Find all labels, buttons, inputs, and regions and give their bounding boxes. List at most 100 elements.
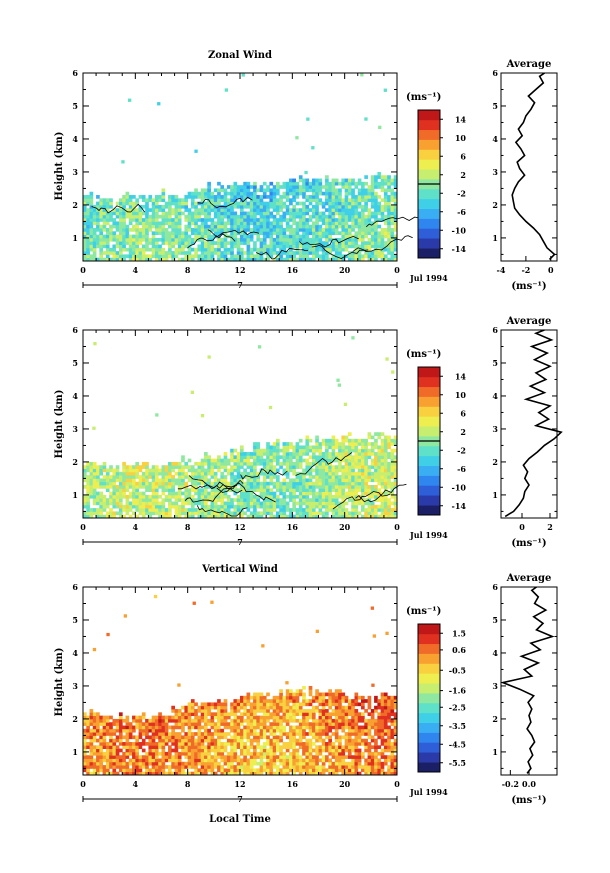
heatmap-cell: [361, 478, 365, 483]
heatmap-cell: [207, 748, 211, 753]
heatmap-cell: [164, 738, 169, 743]
heatmap-cell: [112, 742, 117, 746]
heatmap-cell: [351, 254, 355, 259]
heatmap-cell: [233, 218, 238, 222]
heatmap-cell: [334, 478, 339, 483]
heatmap-cell: [253, 461, 257, 466]
heatmap-cell: [194, 768, 198, 773]
heatmap-cell: [282, 452, 287, 456]
heatmap-cell: [226, 461, 231, 466]
heatmap-cell: [262, 732, 267, 736]
heatmap-cell: [92, 728, 97, 733]
heatmap-cell: [370, 244, 375, 249]
heatmap-cell: [292, 188, 296, 193]
heatmap-cell: [145, 204, 149, 209]
heatmap-cell: [141, 504, 146, 509]
heatmap-cell: [223, 465, 228, 469]
heatmap-cell: [187, 195, 192, 199]
heatmap-cell: [204, 738, 208, 743]
heatmap-area: [83, 336, 407, 519]
heatmap-cell: [220, 257, 225, 262]
heatmap-cell: [83, 748, 87, 753]
heatmap-cell: [112, 211, 117, 216]
heatmap-cell: [328, 247, 332, 252]
heatmap-cell: [243, 195, 247, 199]
heatmap-cell: [210, 201, 215, 206]
heatmap-cell: [118, 765, 123, 769]
heatmap-cell: [217, 699, 221, 703]
heatmap-cell: [315, 247, 319, 252]
heatmap-cell: [122, 494, 126, 499]
heatmap-cell: [285, 224, 290, 229]
heatmap-cell: [194, 481, 198, 486]
heatmap-cell: [164, 254, 169, 259]
heatmap-cell: [89, 718, 94, 723]
heatmap-cell: [256, 761, 261, 766]
heatmap-cell: [171, 738, 175, 743]
heatmap-cell: [367, 468, 372, 473]
heatmap-cell: [207, 751, 211, 756]
heatmap-cell: [295, 211, 300, 216]
heatmap-cell: [194, 751, 198, 756]
heatmap-cell: [311, 178, 316, 183]
heatmap-cell: [190, 735, 195, 740]
heatmap-cell: [115, 718, 120, 723]
heatmap-cell: [223, 748, 228, 753]
heatmap-cell: [86, 208, 90, 212]
heatmap-cell: [184, 475, 189, 479]
heatmap-cell: [154, 504, 159, 509]
heatmap-cell: [292, 257, 296, 262]
heatmap-cell: [318, 244, 323, 249]
heatmap-cell: [213, 214, 218, 219]
heatmap-cell: [190, 771, 195, 776]
heatmap-cell: [197, 234, 202, 239]
heatmap-cell: [181, 765, 185, 769]
heatmap-cell: [207, 478, 211, 483]
heatmap-cell: [230, 702, 234, 707]
heatmap-cell: [249, 478, 254, 483]
heatmap-cell: [204, 712, 208, 717]
heatmap-cell: [168, 475, 172, 479]
heatmap-cell: [177, 198, 182, 203]
heatmap-cell: [298, 214, 303, 219]
heatmap-cell: [230, 211, 234, 216]
heatmap-cell: [249, 204, 254, 209]
heatmap-cell: [171, 725, 175, 730]
heatmap-cell: [105, 715, 110, 720]
heatmap-cell: [171, 237, 175, 242]
heatmap-cell: [367, 195, 372, 199]
heatmap-cell: [141, 254, 146, 259]
heatmap-cell: [370, 452, 375, 456]
heatmap-cell: [272, 751, 277, 756]
heatmap-cell: [132, 251, 136, 255]
heatmap-cell: [374, 195, 378, 199]
heatmap-cell: [213, 195, 218, 199]
heatmap-cell: [298, 494, 303, 499]
heatmap-cell: [194, 204, 198, 209]
heatmap-cell: [128, 742, 133, 746]
heatmap-cell: [308, 208, 313, 212]
heatmap-cell: [213, 498, 218, 502]
heatmap-cell: [92, 241, 97, 245]
heatmap-cell: [272, 251, 277, 255]
heatmap-cell: [311, 198, 316, 203]
y-tick-label: 6: [72, 68, 78, 78]
heatmap-cell: [96, 195, 100, 199]
heatmap-cell: [272, 475, 277, 479]
heatmap-cell: [240, 705, 244, 710]
heatmap-cell: [354, 247, 359, 252]
heatmap-cell: [390, 488, 395, 493]
heatmap-cell: [364, 468, 368, 473]
heatmap-cell: [190, 241, 195, 245]
heatmap-cell: [207, 491, 211, 496]
heatmap-cell: [83, 228, 87, 232]
heatmap-cell: [374, 471, 378, 476]
heatmap-cell: [200, 755, 205, 759]
heatmap-cell: [344, 511, 349, 516]
heatmap-cell: [390, 485, 395, 489]
heatmap-cell: [269, 221, 274, 226]
heatmap-cell: [383, 491, 388, 496]
heatmap-cell: [99, 247, 104, 252]
heatmap-cell: [305, 465, 310, 469]
heatmap-cell: [344, 214, 349, 219]
